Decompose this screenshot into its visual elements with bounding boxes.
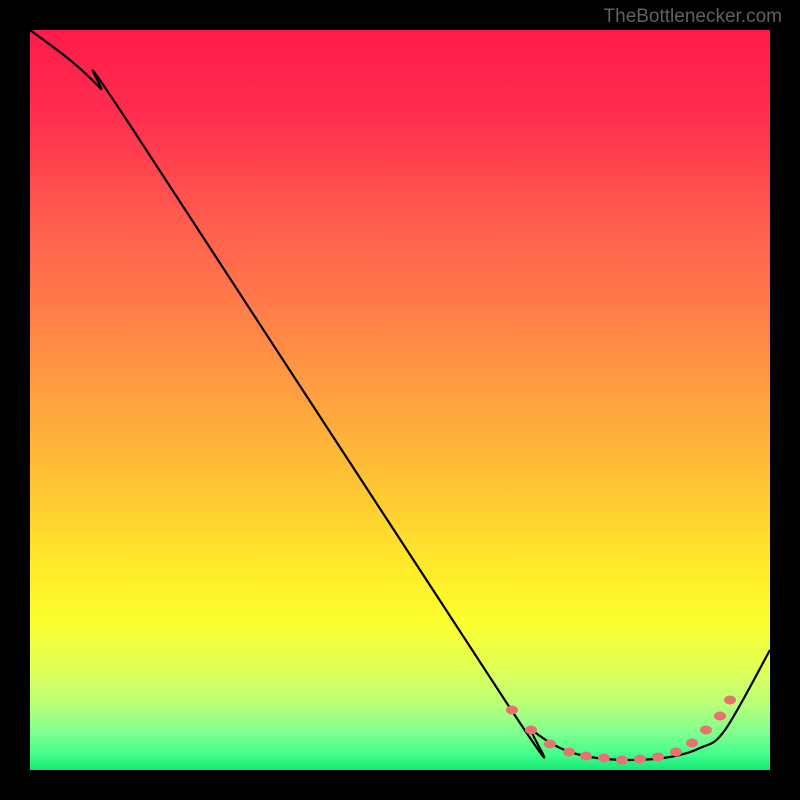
data-marker xyxy=(598,754,610,763)
data-marker xyxy=(563,748,575,757)
data-marker xyxy=(616,756,628,765)
data-marker xyxy=(634,755,646,764)
data-marker xyxy=(544,740,556,749)
data-marker xyxy=(525,726,537,735)
watermark-text: TheBottlenecker.com xyxy=(604,6,782,28)
data-marker xyxy=(724,696,736,705)
data-marker xyxy=(506,706,518,715)
data-marker xyxy=(714,712,726,721)
bottleneck-curve xyxy=(30,30,770,760)
plot-area xyxy=(30,30,770,770)
data-marker xyxy=(686,739,698,748)
data-marker xyxy=(580,752,592,761)
data-marker xyxy=(670,748,682,757)
data-marker xyxy=(700,726,712,735)
data-marker xyxy=(652,753,664,762)
curve-layer xyxy=(30,30,770,770)
